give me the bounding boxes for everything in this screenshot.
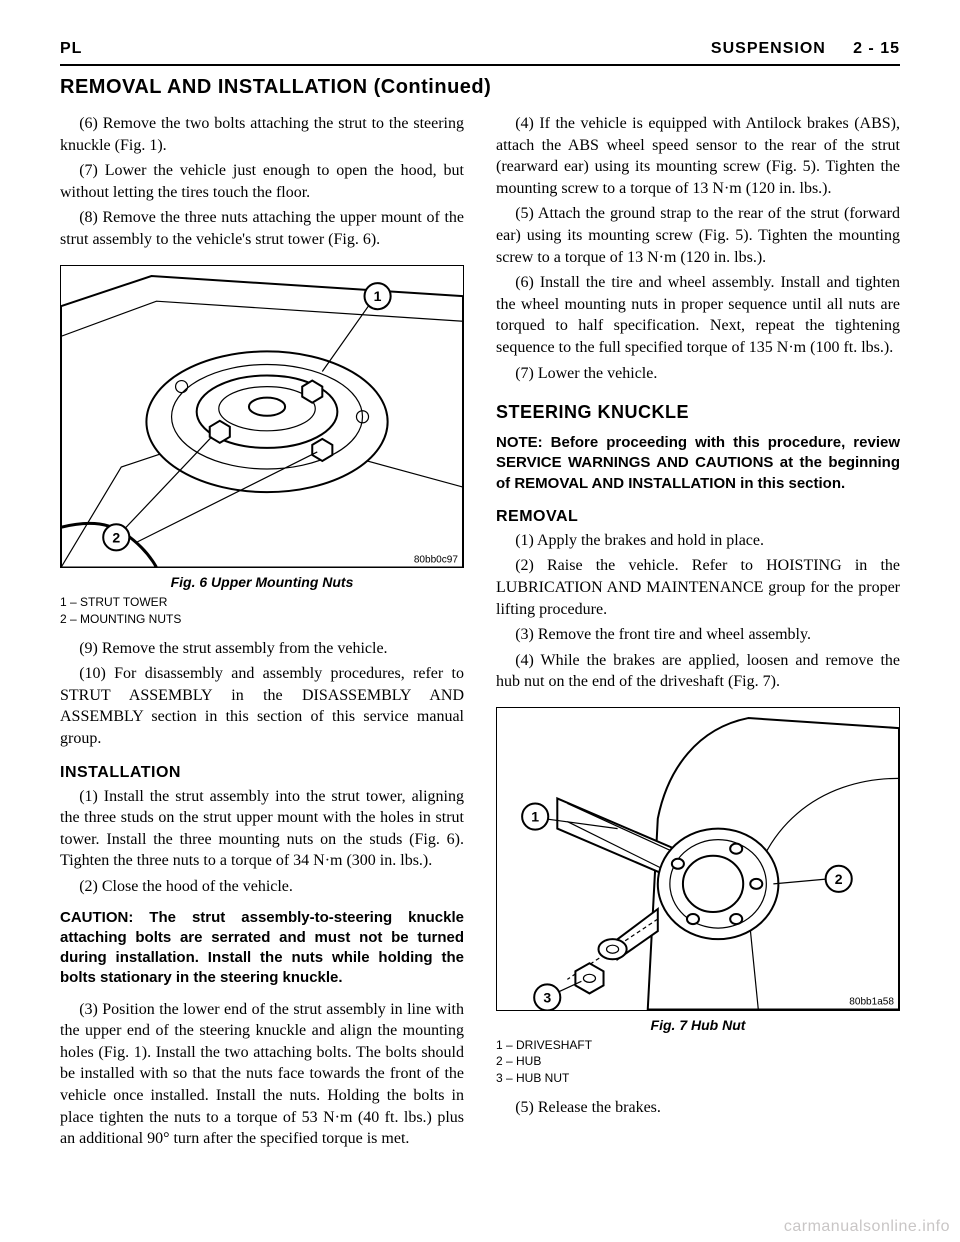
inst-para-3: (3) Position the lower end of the strut … [60, 999, 464, 1150]
fig7-callout-3: 3 [543, 989, 551, 1005]
figure-6-legend: 1 – STRUT TOWER 2 – MOUNTING NUTS [60, 594, 464, 628]
figure-6-frame: 1 2 80bb0c97 [60, 265, 464, 569]
steering-knuckle-heading: STEERING KNUCKLE [496, 402, 900, 423]
r-para-5: (5) Attach the ground strap to the rear … [496, 203, 900, 268]
figure-6-svg: 1 2 80bb0c97 [61, 266, 463, 568]
rem-para-2: (2) Raise the vehicle. Refer to HOISTING… [496, 555, 900, 620]
rem-para-1: (1) Apply the brakes and hold in place. [496, 530, 900, 552]
fig7-legend-3: 3 – HUB NUT [496, 1070, 900, 1087]
removal-heading: REMOVAL [496, 508, 900, 526]
r-para-7: (7) Lower the vehicle. [496, 363, 900, 385]
figure-7-caption: Fig. 7 Hub Nut [496, 1017, 900, 1033]
para-10: (10) For disassembly and assembly proced… [60, 663, 464, 749]
r-para-5-release: (5) Release the brakes. [496, 1097, 900, 1119]
page: PL SUSPENSION 2 - 15 REMOVAL AND INSTALL… [0, 0, 960, 1174]
header-rule [60, 64, 900, 66]
rem-para-4: (4) While the brakes are applied, loosen… [496, 650, 900, 693]
left-column: (6) Remove the two bolts attaching the s… [60, 113, 464, 1154]
figure-7-frame: 1 2 3 80bb1a58 [496, 707, 900, 1011]
inst-para-1: (1) Install the strut assembly into the … [60, 786, 464, 872]
header-page-number: 2 - 15 [853, 40, 900, 57]
fig6-callout-2: 2 [112, 529, 120, 545]
para-7: (7) Lower the vehicle just enough to ope… [60, 160, 464, 203]
figure-6: 1 2 80bb0c97 Fig. 6 Upper Mounting Nuts … [60, 265, 464, 628]
page-header: PL SUSPENSION 2 - 15 [60, 40, 900, 58]
figure-6-caption: Fig. 6 Upper Mounting Nuts [60, 574, 464, 590]
fig6-callout-1: 1 [374, 288, 382, 304]
r-para-4: (4) If the vehicle is equipped with Anti… [496, 113, 900, 199]
fig6-legend-1: 1 – STRUT TOWER [60, 594, 464, 611]
fig7-corner-code: 80bb1a58 [849, 997, 894, 1008]
r-para-6: (6) Install the tire and wheel assembly.… [496, 272, 900, 358]
note-block: NOTE: Before proceeding with this proced… [496, 433, 900, 494]
fig7-callout-2: 2 [835, 871, 843, 887]
para-6: (6) Remove the two bolts attaching the s… [60, 113, 464, 156]
fig7-legend-2: 2 – HUB [496, 1053, 900, 1070]
fig7-callout-1: 1 [531, 809, 539, 825]
fig6-legend-2: 2 – MOUNTING NUTS [60, 611, 464, 628]
content-columns: (6) Remove the two bolts attaching the s… [60, 113, 900, 1154]
header-section: SUSPENSION [711, 40, 826, 57]
watermark: carmanualsonline.info [784, 1218, 950, 1236]
installation-heading: INSTALLATION [60, 764, 464, 782]
inst-para-2: (2) Close the hood of the vehicle. [60, 876, 464, 898]
figure-7-legend: 1 – DRIVESHAFT 2 – HUB 3 – HUB NUT [496, 1037, 900, 1087]
header-right: SUSPENSION 2 - 15 [711, 40, 900, 58]
section-title: REMOVAL AND INSTALLATION (Continued) [60, 76, 900, 99]
fig6-corner-code: 80bb0c97 [414, 554, 459, 565]
para-9: (9) Remove the strut assembly from the v… [60, 638, 464, 660]
fig7-legend-1: 1 – DRIVESHAFT [496, 1037, 900, 1054]
rem-para-3: (3) Remove the front tire and wheel asse… [496, 624, 900, 646]
header-left: PL [60, 40, 82, 58]
para-8: (8) Remove the three nuts attaching the … [60, 207, 464, 250]
figure-7-svg: 1 2 3 80bb1a58 [497, 708, 899, 1010]
figure-7: 1 2 3 80bb1a58 Fig. 7 Hub Nut 1 – DRIVES… [496, 707, 900, 1087]
right-column: (4) If the vehicle is equipped with Anti… [496, 113, 900, 1154]
caution-block: CAUTION: The strut assembly-to-steering … [60, 908, 464, 989]
